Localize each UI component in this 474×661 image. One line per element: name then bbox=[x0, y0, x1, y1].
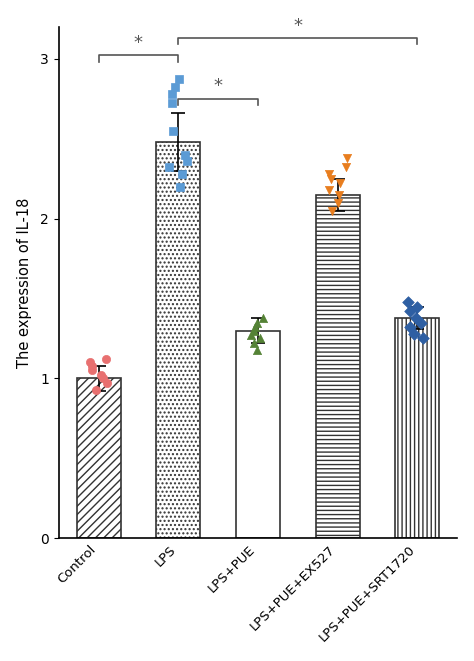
Point bbox=[175, 74, 182, 85]
Point bbox=[99, 373, 107, 384]
Point bbox=[88, 365, 96, 375]
Bar bbox=[156, 142, 200, 538]
Point bbox=[326, 169, 333, 179]
Point bbox=[260, 313, 267, 323]
Point bbox=[328, 206, 336, 216]
Point bbox=[336, 189, 343, 200]
Point bbox=[250, 338, 258, 348]
Point bbox=[406, 322, 413, 332]
Point bbox=[169, 126, 177, 136]
Point bbox=[406, 306, 414, 317]
Point bbox=[179, 169, 186, 179]
Point bbox=[247, 330, 255, 340]
Point bbox=[88, 360, 96, 371]
Point bbox=[86, 357, 94, 368]
Text: *: * bbox=[134, 34, 143, 52]
Point bbox=[102, 354, 109, 365]
Point bbox=[165, 162, 173, 173]
Point bbox=[325, 184, 333, 195]
Point bbox=[334, 197, 342, 208]
Bar bbox=[236, 330, 280, 538]
Point bbox=[176, 181, 184, 192]
Text: *: * bbox=[293, 17, 302, 35]
Point bbox=[250, 325, 258, 336]
Point bbox=[181, 149, 189, 160]
Point bbox=[97, 370, 104, 381]
Point bbox=[183, 156, 191, 167]
Bar bbox=[316, 194, 360, 538]
Point bbox=[168, 89, 176, 99]
Bar bbox=[395, 318, 439, 538]
Point bbox=[92, 385, 100, 395]
Point bbox=[405, 296, 412, 307]
Point bbox=[413, 301, 421, 312]
Point bbox=[103, 378, 111, 389]
Point bbox=[168, 98, 176, 109]
Point bbox=[256, 333, 264, 344]
Point bbox=[343, 153, 350, 163]
Y-axis label: The expression of IL-18: The expression of IL-18 bbox=[17, 198, 32, 368]
Point bbox=[253, 317, 261, 328]
Point bbox=[252, 322, 259, 332]
Point bbox=[336, 178, 344, 188]
Text: *: * bbox=[214, 77, 223, 95]
Point bbox=[419, 333, 427, 344]
Point bbox=[412, 313, 420, 323]
Point bbox=[342, 162, 350, 173]
Point bbox=[253, 344, 260, 355]
Point bbox=[171, 82, 178, 93]
Point bbox=[417, 317, 425, 328]
Point bbox=[410, 329, 417, 339]
Bar bbox=[77, 379, 120, 538]
Point bbox=[328, 173, 335, 184]
